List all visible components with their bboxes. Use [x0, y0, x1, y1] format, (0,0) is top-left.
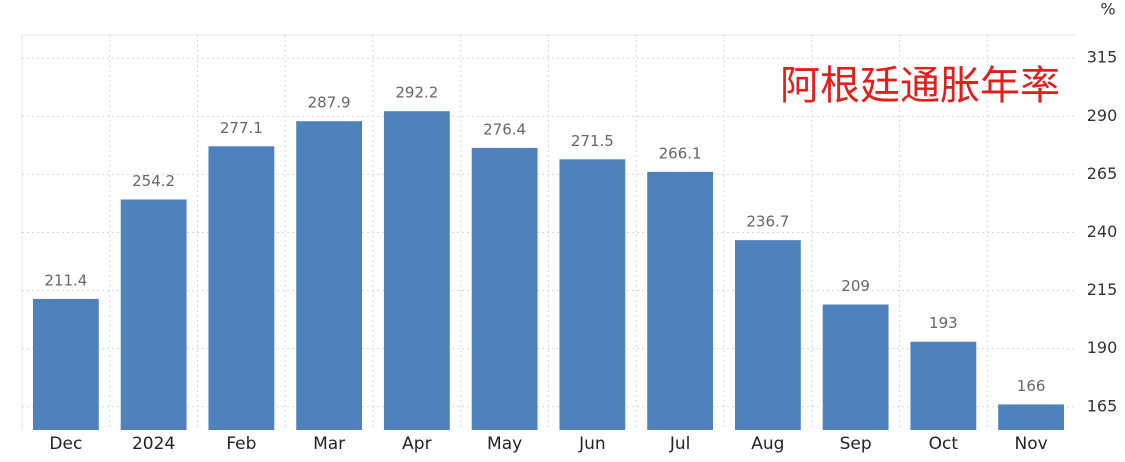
x-tick-label: Apr [402, 434, 431, 454]
y-tick-label: 165 [1087, 396, 1118, 415]
x-tick-label: Mar [313, 434, 345, 454]
x-tick-label: Aug [751, 434, 784, 454]
x-tick-label: 2024 [132, 434, 175, 454]
x-tick-label: Oct [929, 434, 959, 454]
value-label: 236.7 [746, 213, 789, 231]
bar [208, 146, 275, 430]
x-tick-label: Nov [1015, 434, 1048, 454]
value-label: 271.5 [571, 132, 614, 150]
bar [647, 171, 714, 430]
x-tick-label: May [487, 434, 522, 454]
y-tick-label: 215 [1087, 280, 1118, 299]
x-tick-label: Feb [226, 434, 256, 454]
bar [998, 404, 1065, 430]
bar [910, 341, 977, 430]
chart-title: 阿根廷通胀年率 [780, 63, 1060, 109]
x-tick-label: Jun [578, 434, 606, 454]
y-tick-label: 190 [1087, 338, 1118, 357]
value-label: 266.1 [659, 144, 702, 162]
value-label: 292.2 [395, 84, 438, 102]
value-label: 209 [841, 277, 870, 295]
bar [559, 159, 626, 430]
bar [32, 298, 99, 430]
y-unit: % [1100, 0, 1115, 19]
bar [120, 199, 187, 430]
y-tick-label: 240 [1087, 222, 1118, 241]
bar [822, 304, 889, 430]
x-tick-label: Jul [669, 434, 691, 454]
value-label: 277.1 [220, 119, 263, 137]
x-tick-label: Dec [49, 434, 82, 454]
y-tick-label: 290 [1087, 106, 1118, 125]
x-tick-label: Sep [840, 434, 872, 454]
value-label: 211.4 [44, 271, 87, 289]
y-tick-label: 265 [1087, 164, 1118, 183]
value-label: 254.2 [132, 172, 175, 190]
y-tick-label: 315 [1087, 48, 1118, 67]
value-label: 287.9 [308, 94, 351, 112]
bar [734, 240, 801, 430]
bar [471, 147, 538, 430]
value-label: 276.4 [483, 120, 526, 138]
bar [296, 121, 363, 430]
bar [383, 111, 450, 430]
value-label: 166 [1017, 377, 1046, 395]
value-label: 193 [929, 314, 958, 332]
